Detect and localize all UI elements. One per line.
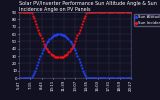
Legend: Sun Altitude Angle, Sun Incidence Angle: Sun Altitude Angle, Sun Incidence Angle — [134, 14, 160, 26]
Text: Solar PV/Inverter Performance Sun Altitude Angle & Sun Incidence Angle on PV Pan: Solar PV/Inverter Performance Sun Altitu… — [19, 1, 157, 12]
